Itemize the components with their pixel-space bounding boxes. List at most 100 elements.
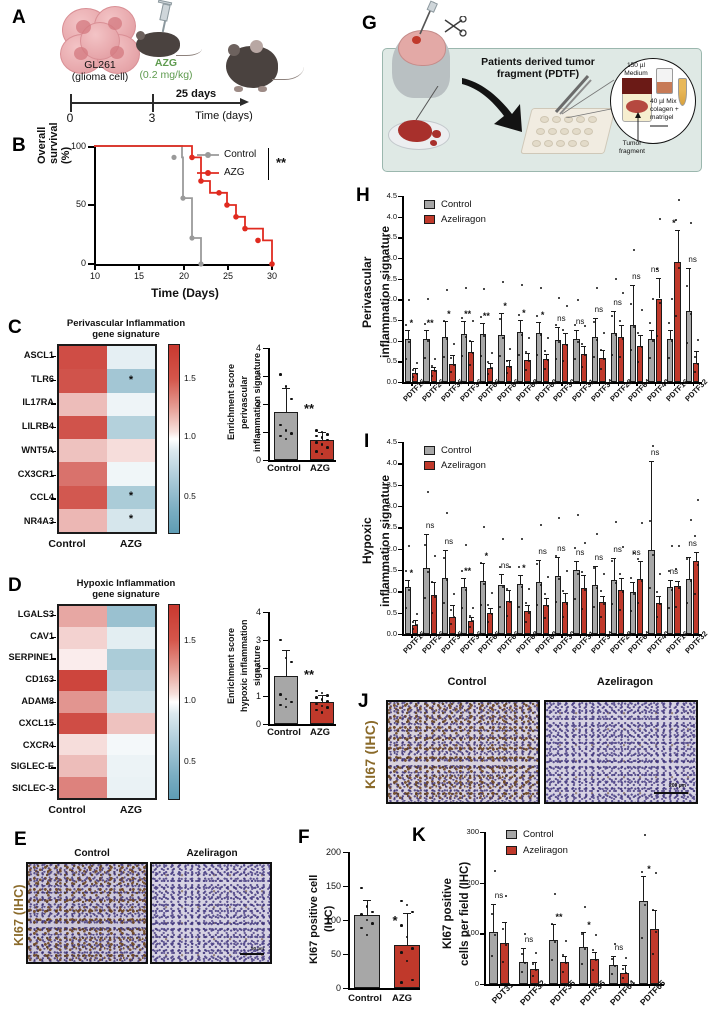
data-point bbox=[431, 365, 434, 368]
data-point bbox=[427, 298, 430, 301]
data-point bbox=[464, 287, 467, 290]
data-point bbox=[689, 580, 692, 583]
heatmap-cell bbox=[107, 670, 155, 692]
bar-pdtf64-control bbox=[629, 592, 636, 634]
data-point bbox=[621, 976, 624, 979]
panel-b-xtick-10: 10 bbox=[89, 271, 100, 281]
data-point bbox=[595, 532, 598, 535]
data-point bbox=[528, 360, 531, 363]
data-point bbox=[603, 572, 606, 575]
data-point bbox=[546, 605, 549, 608]
data-point bbox=[405, 323, 408, 326]
panel-k-x-axis bbox=[484, 984, 664, 986]
data-point bbox=[412, 376, 415, 379]
data-point bbox=[408, 588, 411, 591]
data-point bbox=[325, 446, 329, 449]
data-point bbox=[315, 450, 318, 453]
data-point bbox=[405, 959, 409, 963]
data-point bbox=[584, 589, 587, 592]
panel-g-arrow-annotations bbox=[635, 112, 668, 140]
panel-a-letter: A bbox=[12, 7, 26, 28]
bar-pdtf40-control bbox=[648, 338, 655, 382]
bar-control bbox=[274, 412, 298, 460]
big-arrow-icon bbox=[462, 78, 522, 132]
y-tick-label: 2.0 bbox=[386, 543, 397, 553]
data-point bbox=[449, 623, 452, 626]
bar-pdtf69-control bbox=[535, 581, 543, 634]
panel-d-cbar-tick-10: 1.0 bbox=[184, 695, 196, 705]
data-point bbox=[536, 314, 539, 317]
data-point bbox=[289, 432, 293, 435]
data-point bbox=[320, 443, 324, 446]
panel-i-legend-swatch-control bbox=[424, 446, 435, 455]
panel-b-significance: ** bbox=[275, 155, 287, 170]
data-point bbox=[480, 316, 483, 319]
data-point bbox=[284, 697, 288, 701]
data-point bbox=[480, 603, 483, 606]
data-point bbox=[464, 588, 467, 591]
data-point bbox=[561, 971, 564, 974]
data-point bbox=[614, 581, 617, 584]
data-point bbox=[584, 325, 587, 328]
y-tick-label: 0 bbox=[255, 719, 261, 729]
data-point bbox=[689, 221, 692, 224]
ns-marker: ns bbox=[494, 891, 504, 901]
bar-pdtf65-control bbox=[479, 581, 486, 634]
data-point bbox=[633, 593, 636, 596]
timeline-tick-3: 3 bbox=[148, 111, 156, 125]
data-point bbox=[644, 834, 647, 837]
panel-i-legend-label-control: Control bbox=[441, 445, 472, 456]
bar-azg bbox=[310, 439, 334, 460]
panel-c-letter: C bbox=[8, 317, 22, 338]
data-point bbox=[427, 570, 430, 573]
panel-j-label-azeliragon: Azeliragon bbox=[596, 676, 654, 688]
bar-pdt31-azeliragon bbox=[499, 943, 510, 984]
panel-i-legend-swatch-azeliragon bbox=[424, 461, 435, 470]
significance-marker: * bbox=[672, 217, 676, 228]
y-tick-label: 2.0 bbox=[386, 294, 397, 304]
data-point bbox=[686, 558, 689, 561]
tumor-fragment-small-2 bbox=[430, 140, 437, 146]
heatmap-row-label: ASCL1 bbox=[23, 349, 54, 360]
bar-pdtf35-azeliragon bbox=[449, 364, 456, 382]
bar-pdtf40-azeliragon bbox=[655, 298, 662, 382]
heatmap-row-label: SERPINE1 bbox=[8, 652, 54, 663]
data-point bbox=[543, 350, 546, 353]
panel-h-legend-swatch-control bbox=[424, 200, 435, 209]
data-point bbox=[555, 555, 558, 558]
bar-pdtf26-control bbox=[423, 568, 430, 634]
significance-marker: * bbox=[409, 317, 414, 328]
panel-j-scalebar bbox=[654, 791, 688, 794]
bar-pdt31-control bbox=[488, 932, 499, 984]
bar-pdtf32-control bbox=[518, 961, 529, 984]
data-point bbox=[365, 933, 369, 937]
data-point bbox=[453, 342, 456, 345]
data-point bbox=[517, 565, 520, 568]
data-point bbox=[434, 358, 437, 361]
panel-f-y-axis bbox=[348, 852, 350, 988]
glioma-cell-label: GL261 (glioma cell) bbox=[71, 59, 129, 83]
heatmap-row-label: ADAM8 bbox=[21, 696, 54, 706]
ns-marker: ns bbox=[613, 298, 622, 308]
data-point bbox=[468, 615, 471, 618]
panel-b-xtick-25: 25 bbox=[222, 271, 233, 281]
data-point bbox=[555, 324, 558, 327]
data-point bbox=[359, 913, 363, 916]
panel-j-image-control bbox=[386, 700, 540, 804]
data-point bbox=[405, 357, 408, 360]
data-point bbox=[494, 870, 497, 873]
bar-pdtf34-control bbox=[592, 337, 599, 382]
data-point bbox=[648, 357, 651, 360]
data-point bbox=[667, 357, 670, 360]
panel-c-heatmap-grid: * * * bbox=[57, 344, 157, 534]
data-point bbox=[599, 615, 602, 618]
data-point bbox=[562, 615, 565, 618]
data-point bbox=[517, 605, 520, 608]
bar-pdtf69-azeliragon bbox=[543, 359, 550, 382]
panel-h-letter: H bbox=[356, 185, 370, 206]
panel-c-cbar-tick-10: 1.0 bbox=[184, 431, 196, 441]
data-point bbox=[659, 573, 662, 576]
panel-c-collabel-azg: AZG bbox=[119, 538, 143, 550]
data-point bbox=[543, 616, 546, 619]
medium-layer bbox=[622, 78, 652, 94]
